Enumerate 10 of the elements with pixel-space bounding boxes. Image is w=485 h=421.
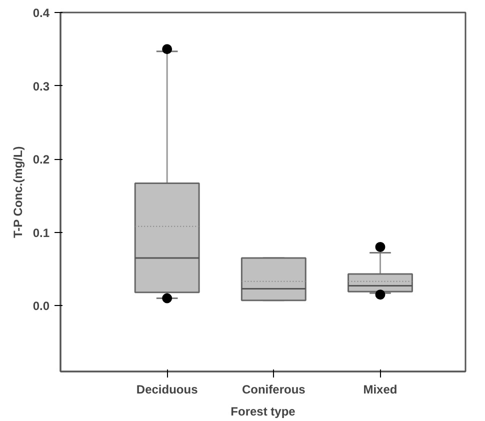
x-tick-label: Mixed xyxy=(363,382,398,396)
x-axis-title: Forest type xyxy=(230,404,296,418)
x-tick-label: Deciduous xyxy=(136,382,198,396)
y-tick-label: 0.3 xyxy=(32,79,50,94)
y-axis-title: T-P Conc.(mg/L) xyxy=(10,146,25,238)
y-tick-label: 0.4 xyxy=(32,6,50,20)
x-tick-label: Coniferous xyxy=(242,382,306,396)
y-tick-label: 0.0 xyxy=(32,299,50,314)
y-tick-label: 0.2 xyxy=(32,152,50,167)
y-tick-label: 0.1 xyxy=(32,226,50,240)
